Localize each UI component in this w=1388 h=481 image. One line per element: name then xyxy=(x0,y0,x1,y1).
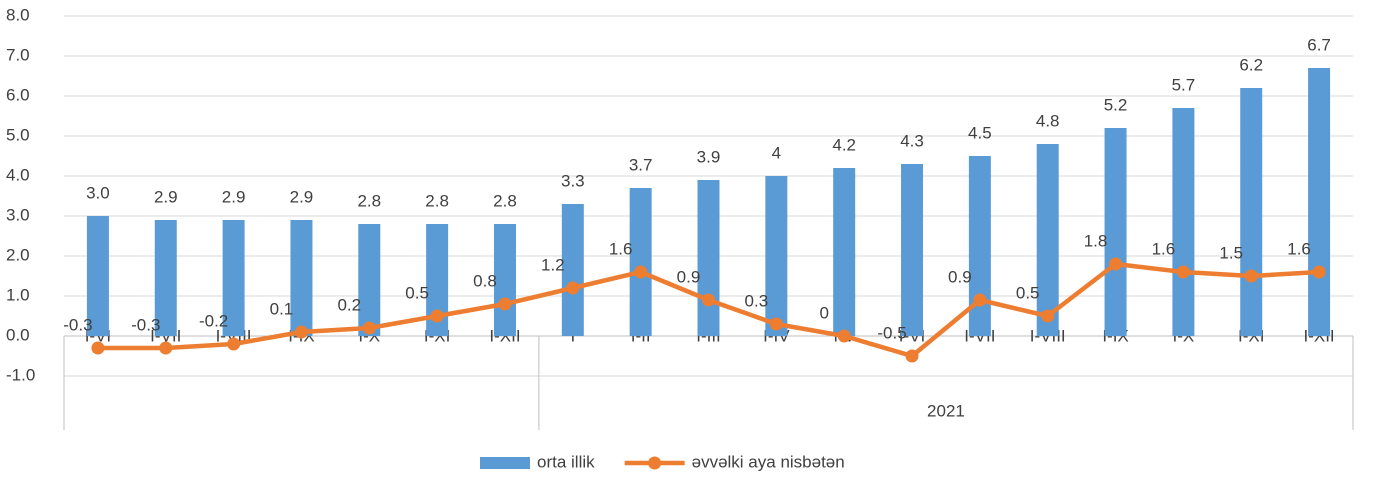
line-marker xyxy=(1312,265,1326,279)
line-marker xyxy=(634,265,648,279)
bar-value-label: 6.2 xyxy=(1239,55,1263,74)
line-value-label: 0.1 xyxy=(270,299,294,318)
bar xyxy=(1172,108,1195,336)
y-tick-label: 4.0 xyxy=(6,165,30,184)
line-value-label: -0.3 xyxy=(131,315,160,334)
line-marker xyxy=(91,341,105,355)
bar-value-label: 4.8 xyxy=(1036,111,1060,130)
bar xyxy=(426,224,449,336)
line-marker xyxy=(294,325,308,339)
bar-value-label: 5.2 xyxy=(1104,95,1128,114)
y-tick-label: 2.0 xyxy=(6,245,30,264)
bar xyxy=(833,168,856,336)
legend-swatch xyxy=(648,456,662,470)
line-marker xyxy=(837,329,851,343)
legend-swatch xyxy=(480,457,530,469)
bar-value-label: 3.7 xyxy=(629,155,653,174)
bar-value-label: 4.2 xyxy=(832,135,856,154)
bar-value-label: 3.9 xyxy=(697,147,721,166)
bar-value-label: 2.9 xyxy=(290,187,314,206)
line-value-label: 0 xyxy=(819,303,828,322)
bar-value-label: 5.7 xyxy=(1172,75,1196,94)
bar-value-label: 2.9 xyxy=(154,187,178,206)
line-value-label: 0.2 xyxy=(337,295,361,314)
line-value-label: 0.8 xyxy=(473,271,497,290)
line-value-label: 0.3 xyxy=(745,291,769,310)
y-tick-label: 8.0 xyxy=(6,5,30,24)
bar-value-label: 2.9 xyxy=(222,187,246,206)
bar-value-label: 3.0 xyxy=(86,183,110,202)
line-marker xyxy=(430,309,444,323)
y-tick-label: 3.0 xyxy=(6,205,30,224)
bar xyxy=(222,220,245,336)
line-value-label: 0.5 xyxy=(1016,283,1040,302)
bar-value-label: 4.5 xyxy=(968,123,992,142)
bar xyxy=(493,224,516,336)
bar-value-label: 2.8 xyxy=(357,191,381,210)
bar xyxy=(1240,88,1263,336)
line-marker xyxy=(702,293,715,307)
bar-value-label: 4.3 xyxy=(900,131,924,150)
line-value-label: 1.2 xyxy=(541,255,565,274)
bar xyxy=(765,176,788,336)
bar xyxy=(1104,128,1127,336)
line-value-label: -0.3 xyxy=(63,315,92,334)
legend-label: orta illik xyxy=(537,452,595,471)
bar-value-label: 4 xyxy=(772,143,781,162)
line-value-label: 1.5 xyxy=(1219,243,1243,262)
bar xyxy=(86,216,109,336)
y-tick-label: 0.0 xyxy=(6,325,30,344)
y-tick-label: 5.0 xyxy=(6,125,30,144)
bar xyxy=(1308,68,1331,336)
bar xyxy=(901,164,924,336)
line-marker xyxy=(362,321,376,335)
line-marker xyxy=(1109,257,1123,271)
bar-value-label: 2.8 xyxy=(493,191,517,210)
line-value-label: 0.5 xyxy=(405,283,429,302)
bar-value-label: 2.8 xyxy=(425,191,449,210)
bar xyxy=(1036,144,1059,336)
line-marker xyxy=(159,341,173,355)
line-marker xyxy=(905,349,919,363)
line-marker xyxy=(769,317,783,331)
y-tick-label: 6.0 xyxy=(6,85,30,104)
line-marker xyxy=(1176,265,1190,279)
line-value-label: 1.6 xyxy=(1287,239,1311,258)
bar-value-label: 6.7 xyxy=(1307,35,1331,54)
y-tick-label: 7.0 xyxy=(6,45,30,64)
y-tick-label: -1.0 xyxy=(6,365,35,384)
line-marker xyxy=(227,337,241,351)
line-value-label: -0.2 xyxy=(199,311,228,330)
line-marker xyxy=(1244,269,1258,283)
bar xyxy=(561,204,584,336)
line-marker xyxy=(566,281,580,295)
bar xyxy=(968,156,991,336)
bar xyxy=(697,180,720,336)
line-marker xyxy=(973,293,987,307)
line-value-label: 1.6 xyxy=(1152,239,1176,258)
line-value-label: 0.9 xyxy=(948,267,972,286)
bar xyxy=(629,188,652,336)
line-marker xyxy=(498,297,512,311)
line-value-label: -0.5 xyxy=(877,323,906,342)
bar xyxy=(290,220,313,336)
bar xyxy=(358,224,381,336)
legend-label: əvvəlki aya nisbətən xyxy=(692,452,845,471)
line-value-label: 1.8 xyxy=(1084,231,1108,250)
y-tick-label: 1.0 xyxy=(6,285,30,304)
bar-value-label: 3.3 xyxy=(561,171,585,190)
line-value-label: 0.9 xyxy=(677,267,701,286)
line-value-label: 1.6 xyxy=(609,239,633,258)
group-label: 2021 xyxy=(927,401,965,420)
line-marker xyxy=(1041,309,1055,323)
bar xyxy=(154,220,177,336)
